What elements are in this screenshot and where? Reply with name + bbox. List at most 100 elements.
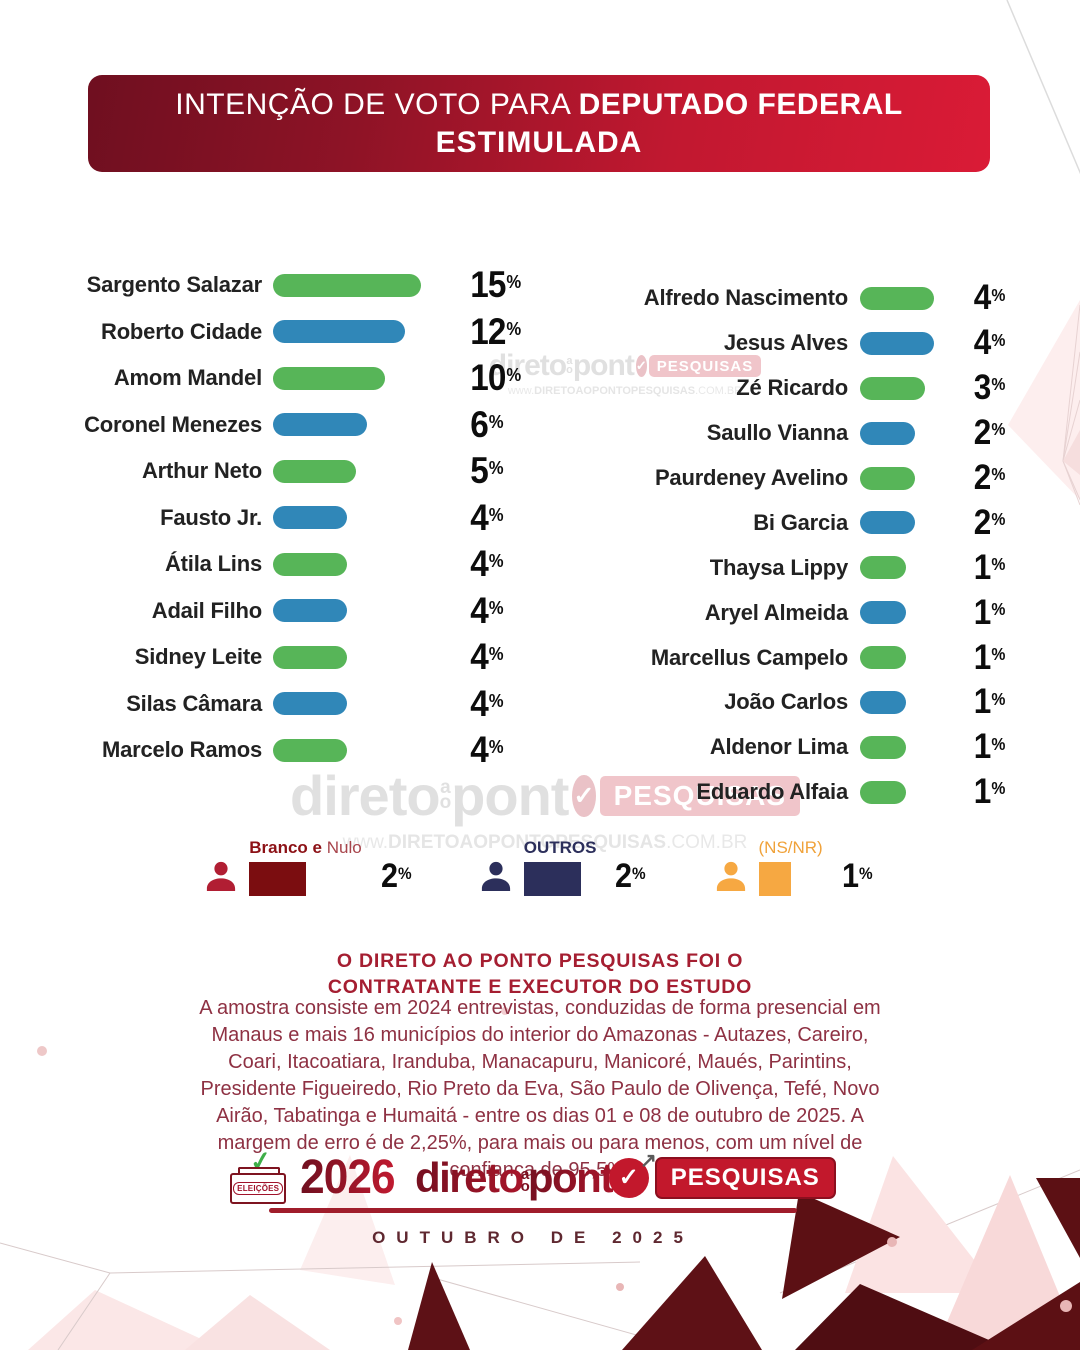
candidate-row: Arthur Neto 5% <box>55 448 555 495</box>
vote-bar <box>273 552 347 576</box>
bar-track <box>273 413 463 437</box>
candidate-row: Saullo Vianna 2% <box>610 411 1080 456</box>
person-icon <box>481 861 510 891</box>
vote-bar <box>273 738 347 762</box>
brand-direto: direto <box>414 1153 524 1201</box>
pesquisas-badge: PESQUISAS <box>654 1156 836 1199</box>
legend: Branco e Nulo 2% OUTROS 2% (NS/NR) 1% <box>0 838 1080 896</box>
bar-track <box>860 511 963 535</box>
bar-track <box>273 320 463 344</box>
candidate-name: Thaysa Lippy <box>709 554 848 580</box>
vote-bar <box>860 376 925 400</box>
bar-track <box>860 286 963 310</box>
legend-item: Branco e Nulo 2% <box>203 838 415 896</box>
bar-track <box>860 780 963 804</box>
vote-percent: 4% <box>973 278 1006 318</box>
ballot-box-icon: ✓ ELEIÇÕES <box>230 1144 287 1204</box>
bar-track <box>273 273 463 297</box>
study-body: A amostra consiste em 2024 entrevistas, … <box>199 997 881 1181</box>
vote-bar <box>860 646 906 670</box>
legend-label: (NS/NR) <box>758 838 823 857</box>
candidate-row: Sidney Leite 4% <box>55 634 555 681</box>
vote-percent: 4% <box>470 729 504 771</box>
vote-bar <box>860 331 934 355</box>
candidate-row: Amom Mandel 10% <box>55 355 555 402</box>
candidate-name: Sidney Leite <box>134 644 262 670</box>
vote-percent: 2% <box>973 458 1006 497</box>
vote-percent: 4% <box>470 543 504 585</box>
bar-track <box>860 556 963 580</box>
legend-item: OUTROS 2% <box>478 838 651 896</box>
candidate-name: Bi Garcia <box>753 509 848 535</box>
vote-percent: 4% <box>470 682 504 724</box>
legend-swatch <box>758 862 791 896</box>
vote-bar <box>273 413 367 437</box>
vote-bar <box>273 645 347 669</box>
title-banner: INTENÇÃO DE VOTO PARA DEPUTADO FEDERAL E… <box>88 75 990 172</box>
candidate-row: Adail Filho 4% <box>55 588 555 635</box>
vote-percent: 1% <box>973 637 1006 677</box>
bar-track <box>860 376 963 400</box>
vote-bar <box>860 780 906 804</box>
candidate-row: Jesus Alves 4% <box>610 321 1080 366</box>
bar-column-left: Sargento Salazar 15% Roberto Cidade 12% Amom… <box>55 262 555 774</box>
vote-percent: 10% <box>470 357 522 399</box>
vote-bar <box>273 366 385 390</box>
eleicoes-label: ELEIÇÕES <box>233 1181 284 1195</box>
vote-percent: 4% <box>470 496 504 538</box>
candidate-name: Saullo Vianna <box>706 420 848 446</box>
bar-column-right: Alfredo Nascimento 4% Jesus Alves 4% Zé Rica… <box>610 276 1080 815</box>
candidate-row: Fausto Jr. 4% <box>55 495 555 542</box>
vote-bar <box>273 459 356 483</box>
vote-percent: 1% <box>973 592 1006 632</box>
candidate-name: Átila Lins <box>164 551 262 577</box>
vote-bar <box>273 506 347 530</box>
bar-track <box>273 552 463 576</box>
candidate-row: João Carlos 1% <box>610 680 1080 725</box>
bar-track <box>273 645 463 669</box>
candidate-name: Coronel Menezes <box>84 411 262 437</box>
candidate-name: Sargento Salazar <box>86 272 263 298</box>
vote-percent: 15% <box>470 264 522 306</box>
candidate-name: Roberto Cidade <box>101 318 262 344</box>
candidate-row: Eduardo Alfaia 1% <box>610 770 1080 815</box>
vote-percent: 1% <box>973 682 1006 722</box>
bar-track <box>273 738 463 762</box>
bar-track <box>860 735 963 759</box>
candidate-name: Fausto Jr. <box>160 504 262 530</box>
candidate-name: Alfredo Nascimento <box>643 285 848 311</box>
candidate-name: Jesus Alves <box>723 330 848 356</box>
vote-percent: 2% <box>973 413 1006 453</box>
vote-percent: 4% <box>470 636 504 678</box>
candidate-row: Roberto Cidade 12% <box>55 309 555 356</box>
vote-bar <box>273 692 347 716</box>
candidate-name: João Carlos <box>724 689 848 715</box>
bar-track <box>273 459 463 483</box>
legend-percent: 1% <box>841 857 873 895</box>
vote-bar <box>860 511 915 535</box>
candidate-name: Aldenor Lima <box>709 734 848 760</box>
brand-ponto: pont <box>527 1153 614 1201</box>
legend-item: (NS/NR) 1% <box>713 838 877 896</box>
candidate-name: Arthur Neto <box>141 458 262 484</box>
bar-track <box>860 466 963 490</box>
candidate-name: Paurdeney Avelino <box>654 465 848 490</box>
candidate-name: Aryel Almeida <box>704 599 849 625</box>
candidate-name: Adail Filho <box>151 597 262 623</box>
bar-track <box>860 690 963 714</box>
bar-track <box>273 366 463 390</box>
legend-swatch <box>523 862 581 896</box>
bar-track <box>860 331 963 355</box>
candidate-row: Marcelo Ramos 4% <box>55 727 555 774</box>
bar-track <box>273 506 463 530</box>
person-icon <box>716 861 745 891</box>
vote-percent: 3% <box>973 368 1006 408</box>
candidate-row: Sargento Salazar 15% <box>55 262 555 309</box>
footer-date: OUTUBRO DE 2025 <box>372 1228 694 1247</box>
vote-percent: 5% <box>470 450 504 492</box>
bar-track <box>860 421 963 445</box>
candidate-name: Zé Ricardo <box>736 375 848 401</box>
